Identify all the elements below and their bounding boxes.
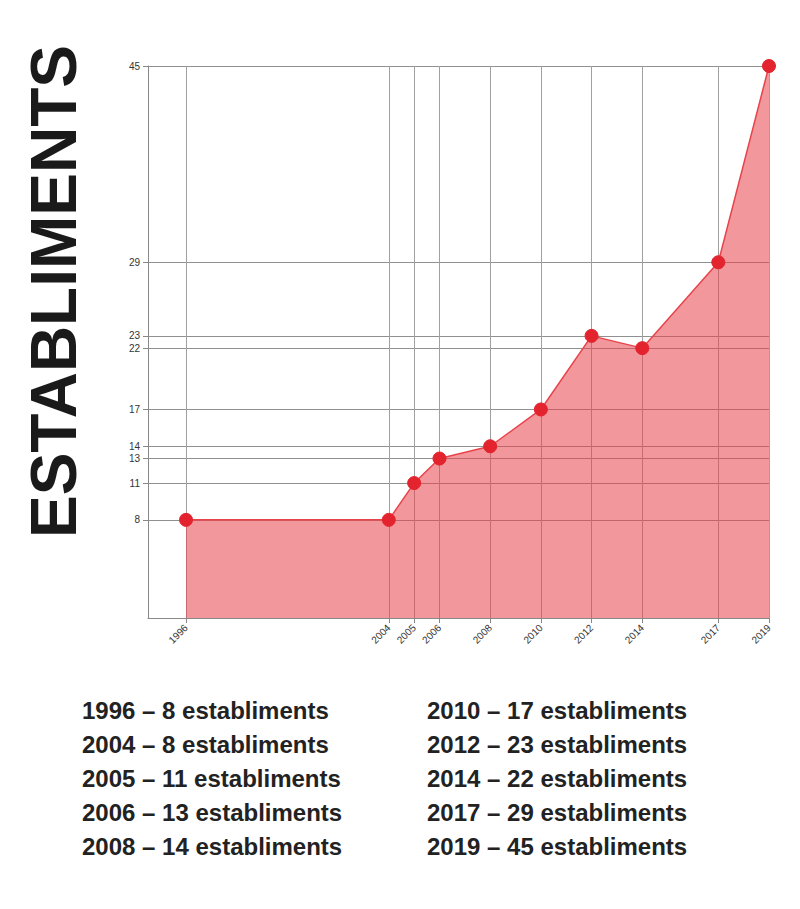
svg-text:11: 11 (130, 478, 141, 489)
svg-text:2004: 2004 (369, 622, 393, 646)
svg-text:45: 45 (129, 61, 141, 72)
svg-text:2017 – 29 establiments: 2017 – 29 establiments (427, 799, 687, 826)
svg-text:22: 22 (129, 343, 141, 354)
svg-text:1996: 1996 (166, 622, 190, 646)
svg-text:1996 – 8 establiments: 1996 – 8 establiments (82, 697, 329, 724)
svg-text:2004 – 8 establiments: 2004 – 8 establiments (82, 731, 329, 758)
svg-text:2005: 2005 (395, 622, 419, 646)
svg-text:2008: 2008 (471, 622, 495, 646)
svg-text:2019 – 45 establiments: 2019 – 45 establiments (427, 833, 687, 860)
svg-text:8: 8 (134, 514, 140, 525)
svg-text:2017: 2017 (699, 622, 723, 646)
svg-text:2005 – 11 establiments: 2005 – 11 establiments (82, 765, 341, 792)
svg-text:2006: 2006 (420, 622, 444, 646)
svg-text:2012: 2012 (572, 622, 596, 646)
svg-text:2006 – 13 establiments: 2006 – 13 establiments (82, 799, 342, 826)
svg-text:17: 17 (129, 404, 141, 415)
svg-text:2010: 2010 (521, 622, 545, 646)
svg-text:ESTABLIMENTS: ESTABLIMENTS (18, 45, 90, 538)
svg-text:29: 29 (129, 257, 141, 268)
svg-text:23: 23 (129, 330, 141, 341)
svg-text:2010 – 17 establiments: 2010 – 17 establiments (427, 697, 687, 724)
svg-text:2014 – 22 establiments: 2014 – 22 establiments (427, 765, 687, 792)
svg-text:2012 – 23 establiments: 2012 – 23 establiments (427, 731, 687, 758)
svg-text:2014: 2014 (623, 622, 647, 646)
svg-text:14: 14 (129, 441, 141, 452)
svg-text:2008 – 14 establiments: 2008 – 14 establiments (82, 833, 342, 860)
svg-text:13: 13 (129, 453, 141, 464)
svg-text:2019: 2019 (749, 622, 773, 646)
